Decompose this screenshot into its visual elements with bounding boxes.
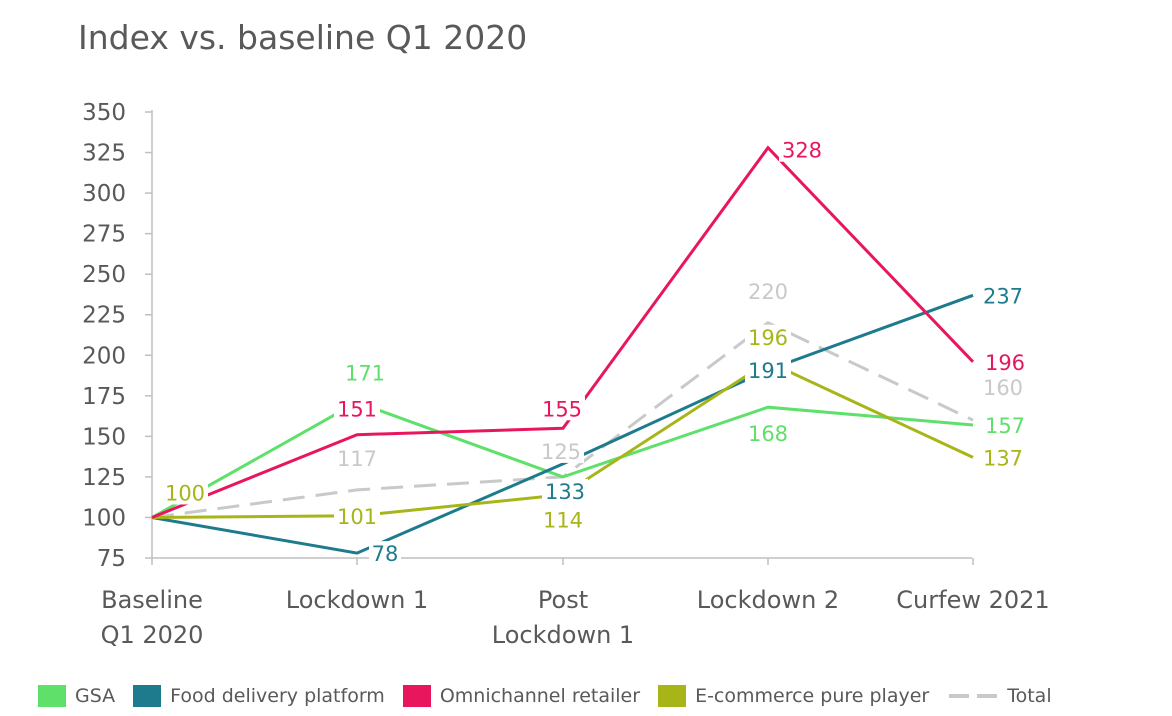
y-tick-label: 75 bbox=[97, 546, 126, 572]
data-label-bg bbox=[980, 283, 1026, 308]
x-tick-label: Lockdown 1 bbox=[492, 621, 634, 649]
data-label: 155 bbox=[542, 397, 582, 421]
y-tick-label: 100 bbox=[82, 505, 126, 531]
legend-swatch bbox=[402, 685, 431, 707]
data-label: 196 bbox=[748, 326, 788, 350]
data-label-bg bbox=[334, 503, 380, 528]
data-label-bg bbox=[982, 413, 1028, 438]
data-label-bg bbox=[539, 396, 585, 421]
x-tick-label: Lockdown 1 bbox=[286, 586, 428, 614]
data-label-bg bbox=[980, 375, 1026, 400]
data-label-bg bbox=[779, 137, 825, 162]
series-line bbox=[151, 293, 974, 555]
data-label-bg bbox=[342, 360, 388, 385]
data-label-bg bbox=[540, 507, 586, 532]
legend-label: Omnichannel retailer bbox=[439, 685, 641, 707]
legend-swatch bbox=[658, 685, 687, 707]
legend-swatch bbox=[133, 685, 162, 707]
y-tick-label: 250 bbox=[82, 262, 126, 288]
data-label: 196 bbox=[985, 351, 1025, 375]
x-tick-label: Post bbox=[538, 586, 588, 614]
data-label: 168 bbox=[748, 422, 788, 446]
data-label: 160 bbox=[983, 376, 1023, 400]
data-label: 133 bbox=[545, 480, 585, 504]
data-label-bg bbox=[542, 478, 588, 503]
series-lines bbox=[151, 145, 975, 555]
data-label-bg bbox=[980, 445, 1026, 470]
y-tick-label: 175 bbox=[82, 384, 126, 410]
data-label: 191 bbox=[748, 359, 788, 383]
y-tick-label: 150 bbox=[82, 424, 126, 450]
y-tick-label: 275 bbox=[82, 222, 126, 248]
y-tick-label: 300 bbox=[82, 181, 126, 207]
legend-item: Food delivery platform bbox=[133, 685, 385, 707]
x-tick-label: Q1 2020 bbox=[101, 621, 204, 649]
legend-label: GSA bbox=[75, 685, 116, 707]
data-label: 157 bbox=[985, 414, 1025, 438]
data-label: 328 bbox=[782, 139, 822, 163]
data-label: 151 bbox=[337, 398, 377, 422]
data-label-bg bbox=[745, 421, 791, 446]
data-label: 220 bbox=[748, 280, 788, 304]
legend-item: E-commerce pure player bbox=[658, 685, 929, 707]
data-label-bg bbox=[982, 349, 1028, 374]
data-label: 100 bbox=[165, 481, 205, 505]
series-line bbox=[151, 400, 974, 519]
data-labels: 171 168 157 78 133 191 237 151 155 328 196 100 101 11… bbox=[162, 137, 1028, 566]
data-label: 117 bbox=[337, 447, 377, 471]
data-label: 78 bbox=[372, 542, 399, 566]
x-tick-label: Curfew 2021 bbox=[896, 586, 1049, 614]
x-tick-label: Lockdown 2 bbox=[697, 586, 839, 614]
chart-title: Index vs. baseline Q1 2020 bbox=[78, 18, 528, 57]
x-tick-label: Baseline bbox=[101, 586, 203, 614]
legend-swatch bbox=[38, 685, 66, 707]
data-label-bg bbox=[745, 357, 791, 382]
chart-axes: 75 100 125 150 175 200 225 250 275 300 325 350 Basel… bbox=[82, 100, 1050, 649]
series-line bbox=[151, 145, 975, 519]
legend-item: Omnichannel retailer bbox=[402, 685, 641, 707]
y-tick-label: 350 bbox=[82, 100, 126, 126]
y-tick-label: 225 bbox=[82, 303, 126, 329]
data-label-bg bbox=[334, 396, 380, 421]
legend-item: GSA bbox=[38, 685, 115, 707]
data-label-bg bbox=[538, 438, 584, 463]
line-chart: 75 100 125 150 175 200 225 250 275 300 325 350 Basel… bbox=[82, 100, 1050, 649]
legend-label: E-commerce pure player bbox=[695, 685, 930, 707]
data-label: 237 bbox=[983, 284, 1023, 308]
data-label-bg bbox=[334, 445, 380, 470]
data-label-bg bbox=[162, 480, 208, 505]
data-label: 171 bbox=[345, 361, 385, 385]
y-tick-label: 325 bbox=[82, 141, 126, 167]
legend-item: Total bbox=[947, 685, 1052, 707]
legend-label: Food delivery platform bbox=[170, 685, 385, 707]
data-label: 125 bbox=[541, 440, 581, 464]
chart-legend: GSA Food delivery platform Omnichannel ret… bbox=[38, 682, 1070, 710]
data-label-bg bbox=[745, 278, 791, 303]
y-tick-label: 200 bbox=[82, 343, 126, 369]
data-label-bg bbox=[369, 541, 401, 566]
legend-label: Total bbox=[1007, 685, 1052, 707]
data-label: 114 bbox=[543, 509, 583, 533]
legend-dash-swatch bbox=[949, 694, 998, 698]
y-tick-label: 125 bbox=[82, 465, 126, 491]
data-label: 101 bbox=[337, 505, 377, 529]
data-label-bg bbox=[745, 324, 791, 349]
data-label: 137 bbox=[983, 446, 1023, 470]
